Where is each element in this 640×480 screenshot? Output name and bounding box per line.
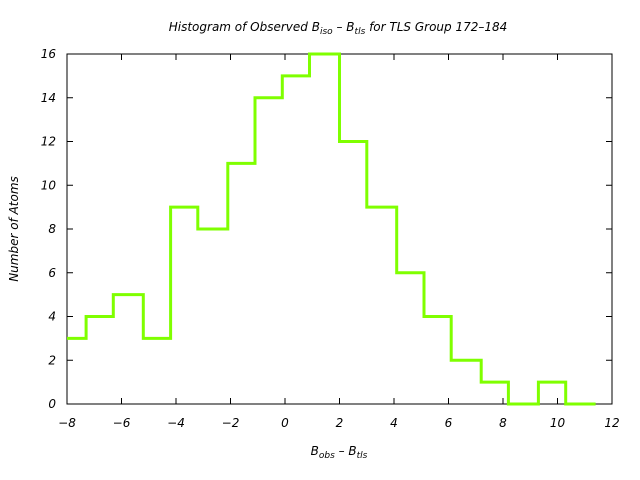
x-axis-tick-labels: −8 −6 −4 −2 0 2 4 6 8 10 12	[58, 416, 619, 430]
x-tick-label: 6	[445, 416, 453, 430]
y-axis-label: Number of Atoms	[7, 176, 21, 282]
y-axis-tick-labels: 0 2 4 6 8 10 12 14 16	[41, 47, 57, 411]
x-tick-label: 0	[281, 416, 289, 430]
y-tick-label: 16	[41, 47, 57, 61]
x-tick-label: 2	[336, 416, 344, 430]
histogram-bins	[67, 54, 596, 404]
y-tick-label: 8	[48, 222, 56, 236]
x-tick-label: −4	[167, 416, 185, 430]
histogram-step-line	[67, 52, 596, 406]
y-tick-label: 0	[48, 397, 56, 411]
x-tick-label: −2	[222, 416, 240, 430]
chart-title: Histogram of Observed Biso – Btls for TL…	[169, 20, 508, 37]
y-tick-label: 14	[41, 91, 56, 105]
x-tick-label: 4	[390, 416, 398, 430]
y-tick-label: 12	[41, 135, 56, 149]
x-tick-label: −8	[58, 416, 76, 430]
x-axis-label: Bobs – Btls	[311, 444, 368, 461]
x-tick-label: 12	[604, 416, 619, 430]
y-tick-label: 10	[41, 178, 57, 192]
y-tick-label: 6	[48, 266, 56, 280]
y-tick-label: 2	[48, 353, 56, 367]
x-tick-label: 10	[550, 416, 566, 430]
x-tick-label: 8	[499, 416, 507, 430]
y-tick-label: 4	[48, 310, 56, 324]
x-tick-label: −6	[113, 416, 131, 430]
